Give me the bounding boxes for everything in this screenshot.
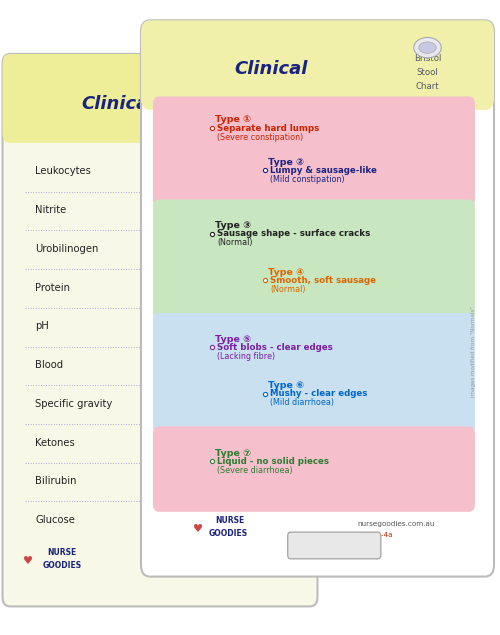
Text: Bristol: Bristol — [414, 54, 441, 63]
Text: Liquid - no solid pieces: Liquid - no solid pieces — [218, 457, 330, 466]
Text: pH: pH — [35, 321, 49, 331]
Text: Type ①: Type ① — [215, 116, 251, 124]
FancyBboxPatch shape — [153, 97, 475, 207]
Text: (Normal): (Normal) — [218, 238, 253, 247]
Text: Type ⑥: Type ⑥ — [268, 381, 304, 390]
Text: Stool: Stool — [416, 68, 438, 77]
Text: Sausage shape - surface cracks: Sausage shape - surface cracks — [218, 229, 370, 238]
Text: Type ⑦: Type ⑦ — [215, 448, 251, 458]
Text: Mushy - clear edges: Mushy - clear edges — [270, 389, 368, 398]
Text: (Mild constipation): (Mild constipation) — [270, 175, 344, 184]
Text: Urinalysis: Urinalysis — [167, 114, 225, 124]
FancyBboxPatch shape — [153, 199, 475, 321]
Text: Lumpy & sausage-like: Lumpy & sausage-like — [270, 166, 377, 175]
Text: Bilirubin: Bilirubin — [35, 476, 76, 486]
Text: Protein: Protein — [35, 283, 70, 293]
Text: nursegoodies.com.au: nursegoodies.com.au — [358, 521, 435, 527]
Text: Glucose: Glucose — [35, 515, 75, 525]
Bar — [150, 32, 485, 87]
Text: Type ③: Type ③ — [215, 221, 251, 230]
Text: Nitrite: Nitrite — [35, 205, 66, 215]
Text: Soft blobs - clear edges: Soft blobs - clear edges — [218, 343, 333, 352]
Text: (Normal): (Normal) — [270, 285, 306, 294]
Text: Type ②: Type ② — [268, 157, 304, 166]
FancyBboxPatch shape — [288, 532, 381, 559]
FancyBboxPatch shape — [141, 20, 494, 110]
FancyBboxPatch shape — [2, 54, 318, 143]
Text: Type ⑤: Type ⑤ — [215, 335, 251, 344]
Text: Specific gravity: Specific gravity — [35, 399, 112, 409]
Text: Ketones: Ketones — [35, 438, 75, 448]
Text: Leukocytes: Leukocytes — [35, 166, 91, 177]
Ellipse shape — [419, 42, 436, 53]
Ellipse shape — [414, 37, 442, 58]
Text: Chart: Chart — [416, 82, 440, 91]
Text: images modified from "Normals": images modified from "Normals" — [472, 307, 476, 397]
Text: ♥: ♥ — [192, 524, 202, 534]
Text: Clinical: Clinical — [234, 60, 308, 77]
FancyBboxPatch shape — [153, 427, 475, 512]
FancyBboxPatch shape — [153, 313, 475, 434]
Text: Urobilinogen: Urobilinogen — [35, 244, 98, 254]
Text: Smooth, soft sausage: Smooth, soft sausage — [270, 276, 376, 285]
Text: NURSE: NURSE — [215, 516, 244, 525]
Text: (Mild diarrhoea): (Mild diarrhoea) — [270, 398, 334, 407]
Text: NURSE: NURSE — [48, 548, 77, 557]
FancyBboxPatch shape — [2, 54, 318, 606]
Text: (Severe constipation): (Severe constipation) — [218, 133, 304, 142]
FancyBboxPatch shape — [141, 20, 494, 577]
Text: Separate hard lumps: Separate hard lumps — [218, 124, 320, 133]
Bar — [10, 64, 310, 124]
Text: (Lacking fibre): (Lacking fibre) — [218, 352, 276, 361]
Text: Blood: Blood — [35, 360, 63, 370]
Text: Clinical: Clinical — [82, 95, 154, 112]
Text: (Severe diarrhoea): (Severe diarrhoea) — [218, 465, 293, 475]
Text: Type ④: Type ④ — [268, 268, 304, 277]
Text: ID-Clin-4a: ID-Clin-4a — [358, 531, 393, 538]
Text: GOODIES: GOODIES — [209, 529, 248, 538]
Text: GOODIES: GOODIES — [42, 561, 82, 570]
Text: ♥: ♥ — [22, 556, 32, 566]
